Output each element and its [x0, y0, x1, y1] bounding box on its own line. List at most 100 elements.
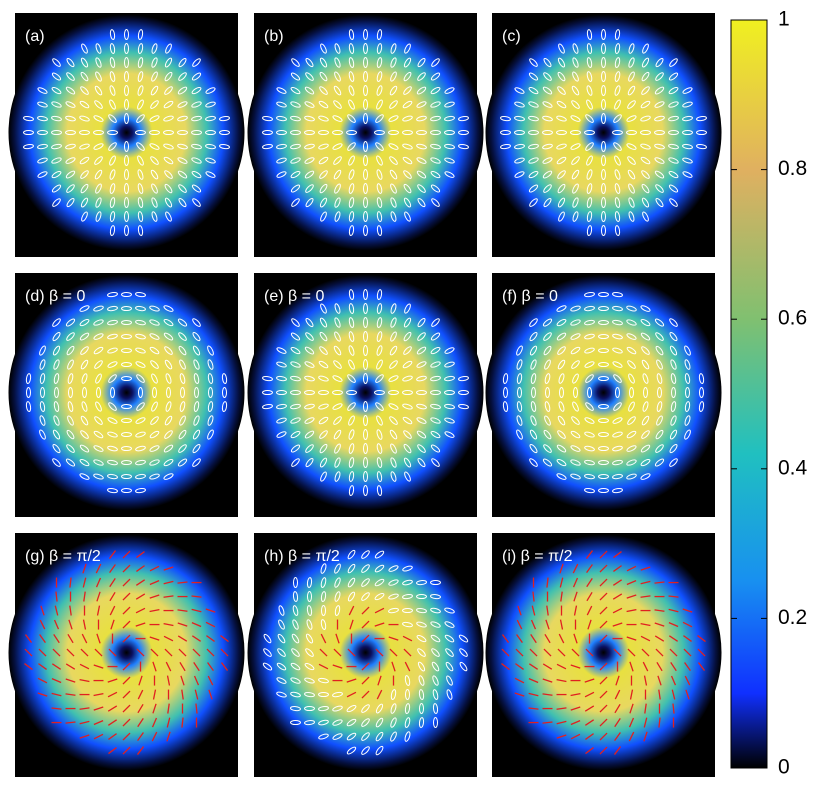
- polarization-line: [501, 634, 510, 643]
- polarization-ellipse: [627, 169, 636, 180]
- polarization-line: [79, 707, 90, 710]
- polarization-ellipse: [166, 387, 171, 399]
- polarization-ellipse: [404, 303, 411, 314]
- polarization-ellipse: [626, 115, 637, 122]
- polarization-ellipse: [612, 487, 623, 494]
- polarization-ellipse: [626, 130, 637, 136]
- polarization-ellipse: [124, 85, 129, 97]
- polarization-ellipse: [696, 115, 707, 122]
- polarization-ellipse: [655, 72, 664, 81]
- polarization-ellipse: [558, 373, 565, 384]
- polarization-line: [599, 634, 608, 643]
- polarization-ellipse: [346, 732, 357, 741]
- polarization-ellipse: [388, 115, 399, 122]
- polarization-ellipse: [402, 403, 413, 410]
- polarization-line: [546, 605, 549, 616]
- polarization-ellipse: [430, 403, 441, 410]
- polarization-line: [136, 746, 145, 755]
- intensity-image: [485, 274, 722, 511]
- polarization-ellipse: [430, 593, 441, 600]
- polarization-ellipse: [628, 43, 635, 54]
- polarization-ellipse: [641, 346, 650, 355]
- polarization-line: [96, 591, 101, 602]
- polarization-ellipse: [107, 291, 118, 298]
- polarization-ellipse: [81, 373, 88, 384]
- polarization-ellipse: [292, 591, 299, 603]
- polarization-line: [152, 661, 157, 672]
- polarization-line: [655, 648, 664, 657]
- polarization-ellipse: [278, 619, 285, 630]
- polarization-ellipse: [363, 183, 368, 195]
- polarization-ellipse: [430, 621, 441, 628]
- polarization-ellipse: [121, 446, 132, 452]
- polarization-line: [585, 648, 594, 657]
- polarization-ellipse: [179, 359, 186, 370]
- polarization-ellipse: [207, 429, 214, 440]
- polarization-ellipse: [376, 85, 383, 96]
- polarization-ellipse: [363, 29, 368, 41]
- polarization-ellipse: [304, 677, 315, 684]
- polarization-ellipse: [192, 331, 201, 342]
- polarization-ellipse: [54, 387, 59, 399]
- polarization-line: [585, 550, 594, 559]
- polarization-ellipse: [529, 331, 538, 342]
- polarization-ellipse: [65, 143, 76, 150]
- polarization-ellipse: [601, 197, 606, 209]
- polarization-ellipse: [93, 115, 104, 122]
- polarization-ellipse: [149, 130, 160, 136]
- polarization-ellipse: [528, 170, 539, 179]
- polarization-ellipse: [332, 733, 343, 740]
- polarization-ellipse: [668, 115, 679, 122]
- polarization-ellipse: [614, 169, 621, 180]
- polarization-ellipse: [444, 171, 455, 178]
- polarization-ellipse: [570, 430, 581, 439]
- polarization-ellipse: [95, 43, 102, 54]
- polarization-ellipse: [124, 141, 129, 153]
- polarization-line: [136, 565, 145, 572]
- polarization-line: [137, 718, 144, 728]
- polarization-ellipse: [641, 183, 650, 194]
- polarization-ellipse: [458, 115, 469, 122]
- polarization-ellipse: [348, 429, 355, 440]
- polarization-ellipse: [584, 459, 595, 466]
- polarization-ellipse: [79, 305, 90, 312]
- polarization-ellipse: [558, 401, 565, 412]
- polarization-ellipse: [416, 634, 427, 643]
- polarization-ellipse: [655, 332, 664, 341]
- polarization-ellipse: [612, 473, 623, 480]
- polarization-ellipse: [164, 86, 173, 95]
- polarization-line: [528, 692, 539, 697]
- panel-label: (h) β = π/2: [264, 548, 340, 565]
- polarization-ellipse: [150, 156, 159, 165]
- polarization-ellipse: [654, 115, 665, 122]
- polarization-ellipse: [121, 334, 132, 340]
- polarization-ellipse: [290, 72, 301, 81]
- polarization-ellipse: [669, 443, 678, 454]
- polarization-ellipse: [348, 211, 355, 223]
- polarization-ellipse: [79, 473, 90, 480]
- polarization-ellipse: [53, 401, 60, 412]
- polarization-line: [177, 581, 188, 584]
- polarization-ellipse: [348, 225, 355, 237]
- panel: (e) β = 0: [247, 273, 484, 517]
- polarization-line: [612, 579, 623, 586]
- polarization-line: [361, 690, 370, 699]
- polarization-ellipse: [319, 430, 328, 439]
- polarization-line: [152, 689, 157, 700]
- polarization-ellipse: [444, 115, 455, 122]
- polarization-ellipse: [262, 403, 273, 410]
- polarization-line: [122, 718, 131, 727]
- polarization-ellipse: [178, 429, 187, 440]
- polarization-ellipse: [304, 662, 315, 671]
- polarization-ellipse: [37, 115, 48, 122]
- polarization-ellipse: [416, 361, 427, 368]
- polarization-ellipse: [163, 156, 174, 165]
- polarization-line: [514, 677, 525, 684]
- polarization-ellipse: [192, 58, 201, 67]
- polarization-ellipse: [584, 487, 595, 494]
- polarization-ellipse: [444, 403, 455, 410]
- polarization-ellipse: [334, 197, 341, 208]
- polarization-ellipse: [570, 333, 581, 340]
- polarization-ellipse: [404, 675, 411, 686]
